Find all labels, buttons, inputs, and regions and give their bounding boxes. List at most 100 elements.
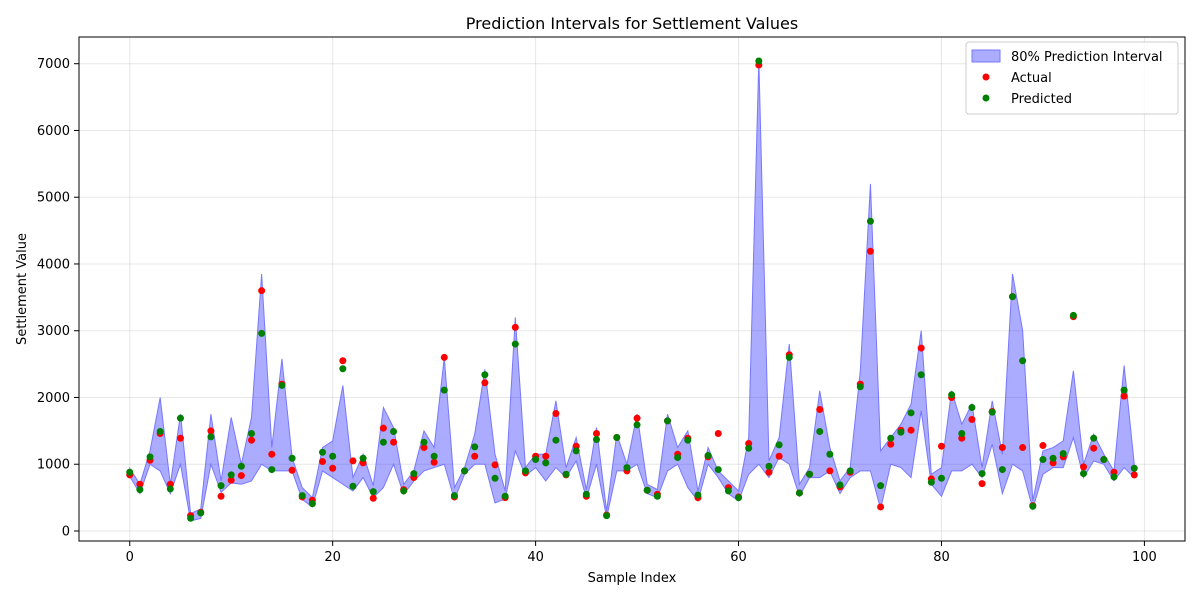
predicted-point	[461, 467, 469, 475]
actual-point	[329, 464, 337, 472]
prediction-interval-band	[129, 60, 1135, 522]
predicted-point	[1090, 434, 1098, 442]
predicted-point	[958, 430, 966, 438]
predicted-points	[126, 57, 1138, 522]
predicted-point	[237, 462, 245, 470]
predicted-point	[136, 486, 144, 494]
actual-point	[917, 344, 925, 352]
actual-point	[592, 430, 600, 438]
predicted-point	[359, 454, 367, 462]
legend-swatch-interval	[971, 49, 1001, 63]
legend-label-predicted: Predicted	[1011, 92, 1072, 107]
predicted-point	[633, 421, 641, 429]
predicted-point	[846, 467, 854, 475]
predicted-point	[562, 470, 570, 478]
actual-point	[968, 416, 976, 424]
y-tick-label: 3000	[37, 324, 70, 339]
legend-marker-actual	[982, 73, 990, 81]
y-tick-label: 4000	[37, 257, 70, 272]
predicted-point	[187, 514, 195, 522]
x-tick-label: 60	[730, 550, 747, 565]
predicted-point	[714, 466, 722, 474]
predicted-point	[998, 466, 1006, 474]
actual-point	[237, 472, 245, 480]
predicted-point	[491, 474, 499, 482]
predicted-point	[907, 409, 915, 417]
actual-point	[1090, 444, 1098, 452]
predicted-point	[674, 454, 682, 462]
y-tick-label: 6000	[37, 124, 70, 139]
predicted-point	[775, 441, 783, 449]
predicted-point	[379, 438, 387, 446]
predicted-point	[511, 340, 519, 348]
predicted-point	[410, 470, 418, 478]
predicted-point	[704, 452, 712, 460]
predicted-point	[430, 452, 438, 460]
chart-title: Prediction Intervals for Settlement Valu…	[466, 14, 798, 33]
actual-point	[775, 452, 783, 460]
actual-point	[937, 442, 945, 450]
predicted-point	[948, 391, 956, 399]
predicted-point	[806, 470, 814, 478]
predicted-point	[694, 491, 702, 499]
predicted-point	[319, 448, 327, 456]
predicted-point	[866, 217, 874, 225]
predicted-point	[248, 430, 255, 438]
y-tick-label: 5000	[37, 191, 70, 206]
x-axis-ticks: 0 20 40 60 80 100	[126, 541, 1157, 565]
plot-frame	[78, 36, 1186, 542]
actual-point	[288, 466, 296, 474]
actual-point	[542, 452, 550, 460]
predicted-point	[1130, 464, 1138, 472]
predicted-point	[542, 459, 550, 467]
predicted-point	[826, 450, 834, 458]
actual-point	[349, 457, 357, 465]
actual-point	[552, 410, 560, 417]
x-tick-label: 100	[1132, 550, 1157, 565]
x-tick-label: 20	[324, 550, 341, 565]
predicted-point	[795, 489, 803, 497]
actual-point	[440, 353, 448, 361]
predicted-point	[339, 365, 347, 373]
predicted-point	[440, 386, 448, 394]
predicted-point	[592, 436, 600, 444]
predicted-point	[836, 481, 844, 489]
predicted-point	[613, 434, 621, 442]
actual-point	[420, 444, 428, 452]
actual-point	[217, 492, 225, 500]
predicted-point	[329, 452, 337, 460]
legend-label-actual: Actual	[1011, 71, 1052, 86]
actual-point	[176, 434, 184, 442]
actual-point	[339, 357, 347, 365]
predicted-point	[724, 487, 732, 495]
predicted-point	[176, 414, 184, 422]
actual-point	[369, 494, 377, 502]
y-tick-label: 2000	[37, 391, 70, 406]
x-tick-label: 40	[527, 550, 544, 565]
actual-point	[1039, 442, 1047, 450]
actual-point	[136, 480, 144, 488]
predicted-point	[298, 492, 306, 500]
predicted-point	[653, 492, 661, 500]
predicted-point	[501, 492, 509, 500]
actual-point	[511, 323, 519, 331]
actual-point	[1120, 392, 1128, 400]
actual-point	[207, 427, 215, 435]
predicted-point	[1100, 456, 1108, 464]
predicted-point	[603, 512, 611, 520]
legend-label-interval: 80% Prediction Interval	[1011, 50, 1163, 65]
actual-point	[1019, 444, 1027, 452]
x-tick-label: 80	[933, 550, 950, 565]
predicted-point	[156, 428, 164, 436]
predicted-point	[288, 454, 296, 462]
actual-point	[826, 467, 834, 475]
predicted-point	[420, 438, 428, 446]
actual-point	[471, 452, 479, 460]
predicted-point	[1069, 311, 1077, 319]
y-axis-title: Settlement Value	[15, 233, 30, 345]
actual-point	[714, 430, 722, 438]
predicted-point	[1120, 386, 1128, 394]
y-axis-ticks: 0 1000 2000 3000 4000 5000 6000 7000	[37, 57, 79, 539]
predicted-point	[1080, 470, 1088, 478]
x-axis-title: Sample Index	[588, 571, 677, 586]
